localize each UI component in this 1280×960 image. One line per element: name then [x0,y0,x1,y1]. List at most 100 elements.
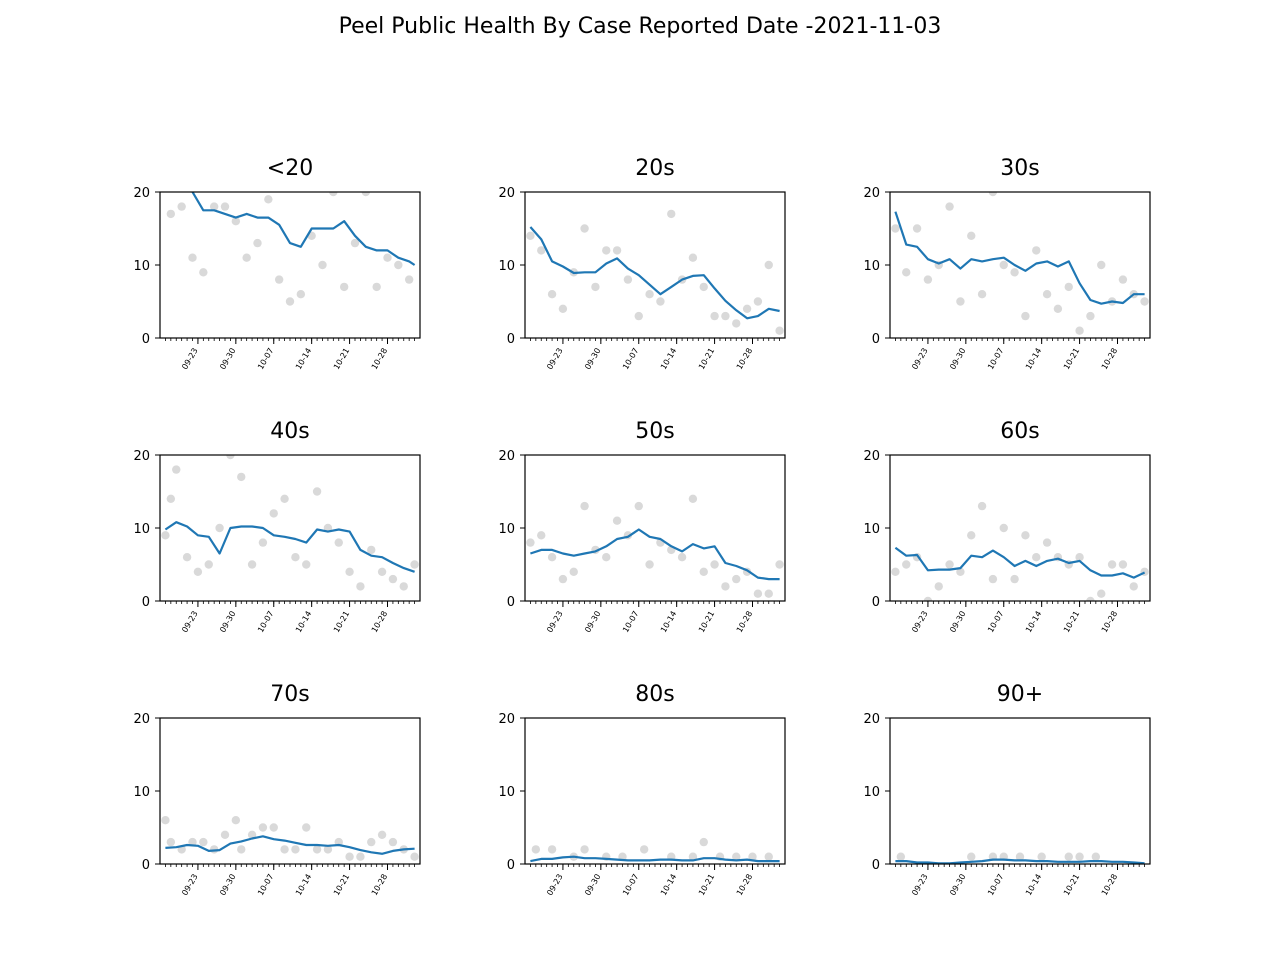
x-tick-label: 10-28 [735,873,754,898]
data-point [537,531,546,540]
data-point [161,816,170,825]
plot-area [161,455,419,591]
data-point [1107,560,1117,569]
data-point [639,845,649,854]
x-tick-label: 09-30 [583,347,602,372]
trend-line [164,521,415,573]
y-tick-label: 10 [498,259,515,274]
x-tick-label: 09-30 [583,873,602,898]
x-tick-label: 10-14 [294,610,313,635]
data-point [748,852,757,861]
data-point [934,582,943,591]
data-point [667,209,676,219]
data-point [547,845,557,854]
data-point [721,311,730,321]
subplot-title: 20s [635,156,674,181]
data-point [291,553,300,562]
trend-line [529,226,780,320]
data-point [775,560,784,569]
subplot-8: 90+ 0 10 20 09-23 09-30 10-07 10-14 10-21 10-28 [863,682,1151,898]
data-point [526,231,535,240]
data-point [356,852,365,861]
data-point [1091,852,1101,861]
data-point [764,852,773,861]
data-point [237,845,246,854]
data-point [253,238,262,248]
subplot-title: <20 [267,156,313,181]
data-point [166,209,176,219]
data-point [537,246,546,255]
axes-frame [159,191,421,339]
data-point [302,823,311,832]
y-tick-label: 20 [498,449,515,464]
data-point [634,501,643,511]
x-tick-label: 10-28 [370,610,389,635]
trend-line [165,835,415,855]
plot-area [530,837,780,863]
data-point [199,837,208,847]
data-point [547,290,557,299]
x-tick-label: 10-07 [256,610,275,635]
y-tick-label: 20 [498,186,515,201]
x-tick-label: 10-14 [1024,347,1043,372]
x-tick-label: 10-21 [697,873,716,898]
data-point [602,553,611,562]
data-point [1140,297,1149,306]
data-point [612,516,622,525]
data-point [1037,852,1046,861]
data-point [161,531,170,540]
data-point [1032,553,1041,562]
figure-title: Peel Public Health By Case Reported Date… [338,14,942,39]
y-tick-label: 20 [498,712,515,727]
data-point [215,523,224,533]
axes-frame [159,454,421,602]
data-point [1086,596,1095,601]
data-point [634,311,643,321]
x-tick-label: 09-23 [910,873,929,898]
x-tick-label: 10-07 [256,347,275,372]
data-point [1075,326,1084,335]
data-point [677,553,687,562]
data-point [410,852,419,861]
data-point [902,268,911,277]
data-point [188,253,197,262]
x-tick-label: 09-30 [948,873,967,898]
y-tick-label: 0 [507,858,515,873]
data-point [558,304,568,313]
y-tick-label: 20 [133,712,150,727]
data-point [410,560,419,569]
data-point [526,538,535,547]
plot-area [166,192,416,306]
data-point [688,253,698,262]
subplot-4: 50s 0 10 20 09-23 09-30 10-07 10-14 10-21 10-28 [498,419,786,635]
data-point [547,553,557,562]
x-tick-label: 10-28 [1100,610,1119,635]
y-tick-label: 10 [498,522,515,537]
x-tick-label: 09-30 [948,610,967,635]
x-tick-label: 10-28 [370,347,389,372]
subplot-3: 40s 0 10 20 09-23 09-30 10-07 10-14 10-21 10-28 [133,419,421,635]
data-point [388,574,398,584]
x-tick-label: 10-21 [697,610,716,635]
data-point [612,246,622,255]
axes-frame [524,717,786,865]
data-point [732,852,741,861]
data-point [710,560,719,569]
data-point [1010,268,1019,277]
data-point [345,852,354,861]
x-tick-label: 10-28 [1100,873,1119,898]
plot-area [895,852,1145,864]
data-point [967,852,976,861]
data-point [1053,304,1063,313]
data-point [656,297,665,306]
data-point [1097,589,1106,598]
y-tick-label: 0 [872,332,880,347]
trend-line [191,192,416,266]
trend-line [530,528,780,581]
data-point [394,260,403,270]
data-point [177,202,186,211]
subplot-1: 20s 0 10 20 09-23 09-30 10-07 10-14 10-21 10-28 [498,156,786,372]
data-point [945,560,954,569]
data-point [753,297,763,306]
data-point [732,574,741,584]
